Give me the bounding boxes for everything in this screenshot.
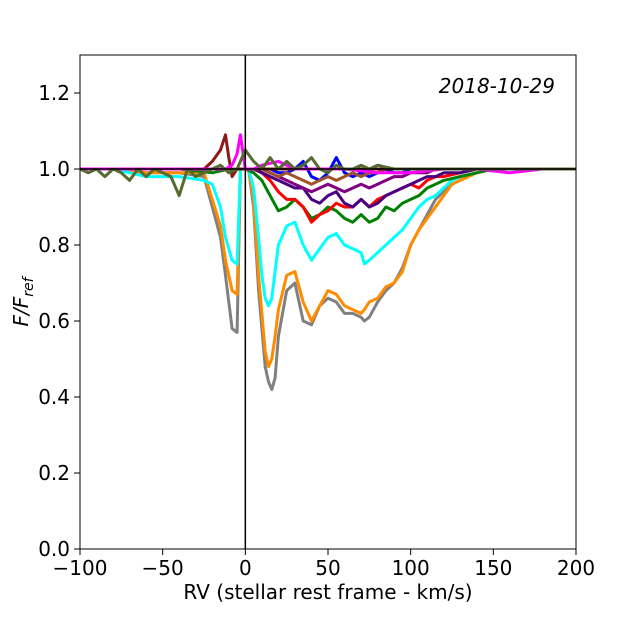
x-tick-label: 200 <box>557 556 595 580</box>
x-tick-label: 50 <box>315 556 340 580</box>
y-tick-label: 0.8 <box>38 233 70 257</box>
y-tick-label: 0.0 <box>38 537 70 561</box>
x-tick-label: −50 <box>142 556 184 580</box>
x-axis: −100 −50 0 50 100 150 200 <box>53 549 595 580</box>
x-tick-label: 150 <box>474 556 512 580</box>
y-tick-label: 1.0 <box>38 157 70 181</box>
x-axis-title: RV (stellar rest frame - km/s) <box>183 580 472 604</box>
y-axis-title: F/Fref <box>9 275 37 326</box>
date-annotation: 2018-10-29 <box>439 74 555 98</box>
y-tick-label: 0.4 <box>38 385 70 409</box>
y-axis: 0.0 0.2 0.4 0.6 0.8 1.0 1.2 <box>38 81 80 561</box>
y-axis-title-subscript: ref <box>21 275 37 296</box>
y-axis-title-main: F/F <box>9 296 33 326</box>
x-tick-label: 0 <box>239 556 252 580</box>
y-tick-label: 0.6 <box>38 309 70 333</box>
x-tick-label: 100 <box>392 556 430 580</box>
reference-lines <box>80 55 576 549</box>
y-tick-label: 1.2 <box>38 81 70 105</box>
series-line-3 <box>80 167 576 308</box>
series-line-2 <box>80 167 576 369</box>
plot-area <box>80 55 576 549</box>
y-tick-label: 0.2 <box>38 461 70 485</box>
x-tick-label: −100 <box>53 556 108 580</box>
